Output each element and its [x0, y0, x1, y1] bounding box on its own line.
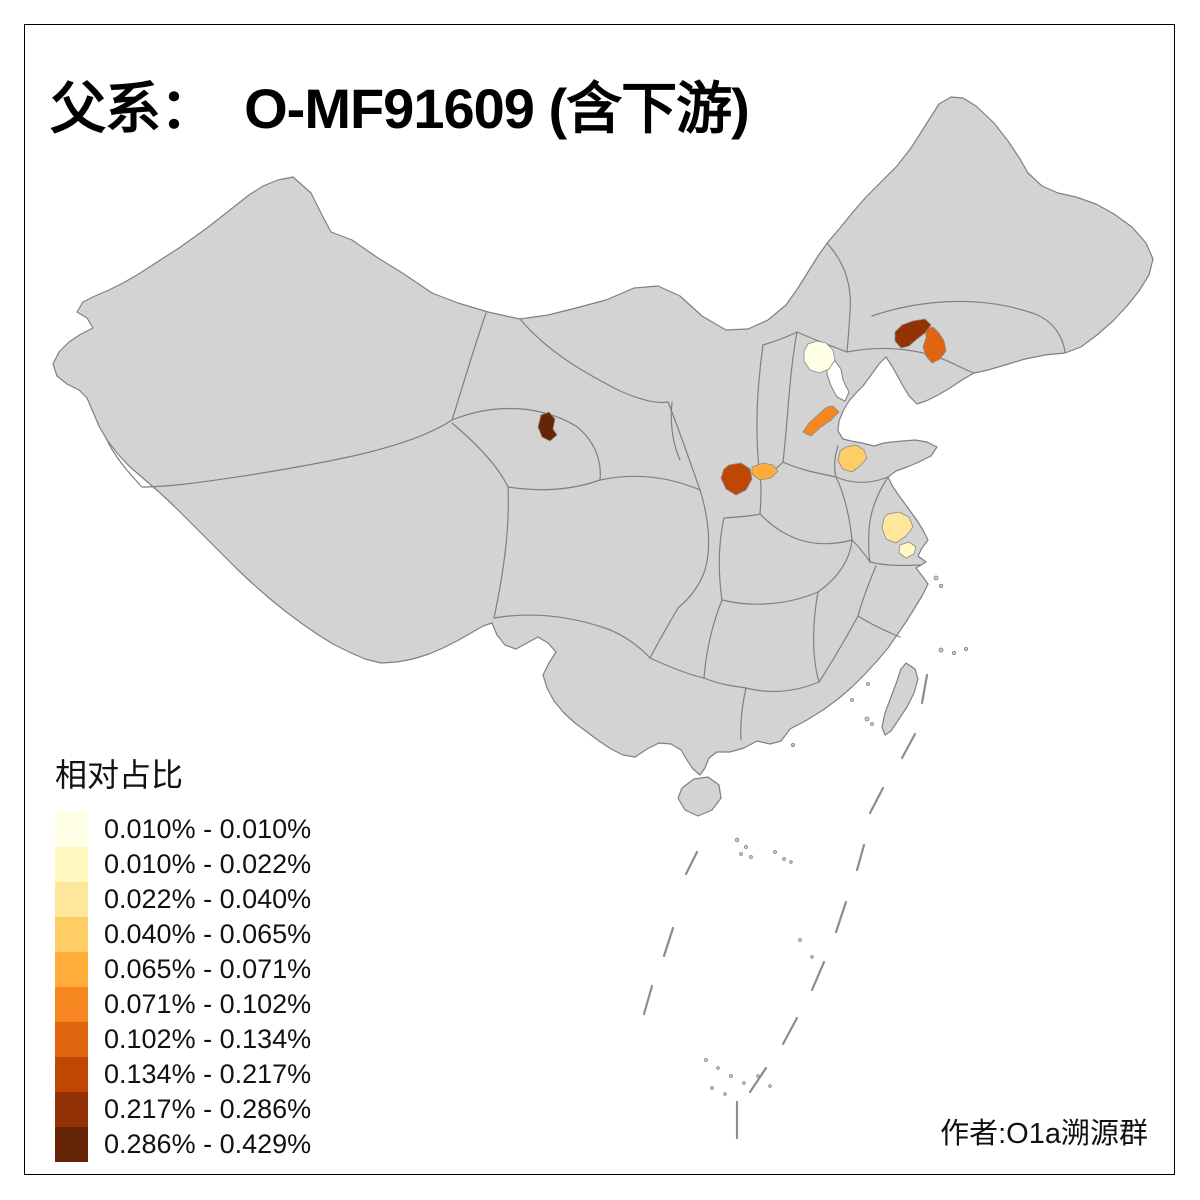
colored-region[interactable]	[894, 318, 932, 349]
colored-region[interactable]	[881, 511, 914, 544]
colored-region[interactable]	[720, 462, 753, 496]
no-data-region	[826, 360, 850, 402]
legend-range-label: 0.071% - 0.102%	[104, 989, 312, 1019]
legend-row: 0.071% - 0.102%	[55, 987, 311, 1022]
legend-row: 0.010% - 0.022%	[55, 847, 311, 882]
small-islands	[704, 575, 969, 1096]
hainan-island	[677, 776, 722, 817]
legend-rows: 0.010% - 0.010% 0.010% - 0.022% 0.022% - 0…	[55, 812, 311, 1162]
legend-row: 0.217% - 0.286%	[55, 1092, 311, 1127]
province-borders	[105, 242, 1066, 741]
colored-region[interactable]	[802, 405, 840, 437]
legend-range-label: 0.134% - 0.217%	[104, 1059, 312, 1089]
nine-dash-line	[642, 673, 929, 1140]
legend-row: 0.010% - 0.010%	[55, 812, 311, 847]
author-credit: 作者:O1a溯源群	[940, 1118, 1148, 1150]
legend-row: 0.022% - 0.040%	[55, 882, 311, 917]
taiwan-island	[881, 662, 919, 736]
legend-swatch	[55, 1092, 88, 1127]
legend-swatch	[55, 812, 88, 847]
legend-swatch	[55, 987, 88, 1022]
legend-title: 相对占比	[55, 757, 184, 793]
legend-row: 0.286% - 0.429%	[55, 1127, 311, 1162]
colored-region[interactable]	[922, 326, 947, 364]
legend-range-label: 0.286% - 0.429%	[104, 1129, 312, 1159]
legend: 相对占比 0.010% - 0.010% 0.010% - 0.022% 0.022…	[55, 750, 311, 1162]
legend-range-label: 0.217% - 0.286%	[104, 1094, 312, 1124]
legend-range-label: 0.010% - 0.022%	[104, 849, 312, 879]
colored-region[interactable]	[751, 462, 779, 481]
legend-swatch	[55, 917, 88, 952]
colored-region[interactable]	[898, 541, 917, 559]
legend-range-label: 0.102% - 0.134%	[104, 1024, 312, 1054]
legend-swatch	[55, 1127, 88, 1162]
legend-row: 0.102% - 0.134%	[55, 1022, 311, 1057]
legend-swatch	[55, 1022, 88, 1057]
colored-region[interactable]	[537, 411, 558, 442]
legend-range-label: 0.065% - 0.071%	[104, 954, 312, 984]
legend-swatch	[55, 882, 88, 917]
mainland-china	[52, 96, 1154, 776]
legend-range-label: 0.040% - 0.065%	[104, 919, 312, 949]
colored-region[interactable]	[837, 444, 868, 473]
legend-swatch	[55, 1057, 88, 1092]
legend-row: 0.065% - 0.071%	[55, 952, 311, 987]
legend-swatch	[55, 952, 88, 987]
colored-regions	[537, 318, 947, 559]
legend-range-label: 0.010% - 0.010%	[104, 814, 312, 844]
colored-region[interactable]	[803, 340, 836, 374]
map-title: 父系： O-MF91609 (含下游)	[50, 77, 750, 140]
legend-row: 0.134% - 0.217%	[55, 1057, 311, 1092]
legend-swatch	[55, 847, 88, 882]
legend-row: 0.040% - 0.065%	[55, 917, 311, 952]
legend-range-label: 0.022% - 0.040%	[104, 884, 312, 914]
plot-frame	[24, 24, 1175, 1175]
